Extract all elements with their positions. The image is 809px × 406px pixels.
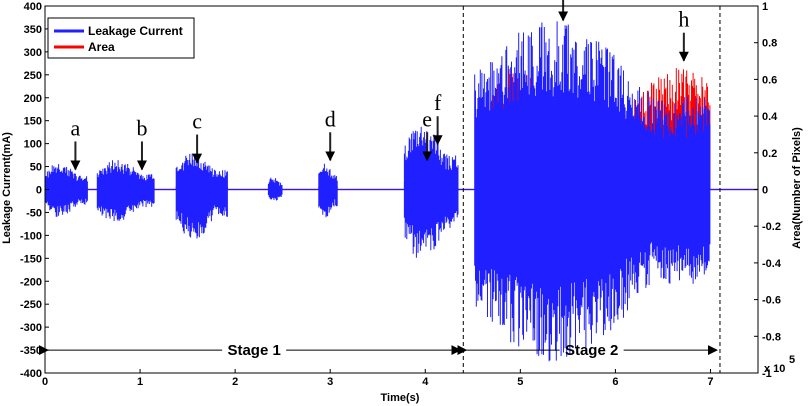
annotation-label-e: e	[422, 106, 432, 131]
y-left-tick-label-14: -300	[20, 322, 42, 334]
annotation-label-c: c	[192, 109, 202, 134]
current-burst-5	[403, 126, 459, 258]
x-axis-title: Time(s)	[381, 392, 420, 404]
y-left-tick-label-10: -100	[20, 230, 42, 242]
x-tick-label-6: 6	[612, 376, 618, 388]
stage-label-0: Stage 1	[227, 342, 280, 359]
current-burst-4	[318, 163, 338, 218]
current-burst-2	[175, 153, 228, 239]
y-left-tick-label-1: 350	[24, 24, 42, 36]
x-tick-label-7: 7	[707, 376, 713, 388]
right-axis-multiplier: x 10	[764, 363, 785, 375]
y-right-tick-label-8: -0.6	[762, 295, 781, 307]
current-burst-3	[267, 177, 283, 201]
y-left-tick-label-0: 400	[24, 1, 42, 13]
y-left-tick-label-7: 50	[30, 162, 42, 174]
y-right-tick-label-0: 1	[762, 1, 768, 13]
y-right-tick-label-7: -0.4	[762, 258, 782, 270]
x-tick-label-2: 2	[232, 376, 238, 388]
x-tick-label-1: 1	[137, 376, 143, 388]
y-right-tick-label-4: 0.2	[762, 148, 777, 160]
annotation-label-f: f	[434, 90, 442, 115]
x-tick-label-3: 3	[327, 376, 333, 388]
y-left-tick-label-16: -400	[20, 368, 42, 380]
y-left-tick-label-9: -50	[26, 207, 42, 219]
y-left-tick-label-6: 100	[24, 139, 42, 151]
annotation-label-b: b	[136, 115, 147, 140]
current-burst-6	[474, 21, 711, 362]
y-left-tick-label-4: 200	[24, 93, 42, 105]
x-tick-label-4: 4	[422, 376, 429, 388]
y-left-tick-label-13: -250	[20, 299, 42, 311]
right-axis-exponent: 5	[789, 354, 795, 366]
y-axis-right-title: Area(Number of Pixels)	[791, 127, 803, 249]
y-left-tick-label-2: 300	[24, 47, 42, 59]
annotation-label-a: a	[71, 115, 81, 140]
y-right-tick-label-1: 0.8	[762, 38, 777, 50]
annotation-label-h: h	[678, 7, 689, 32]
y-right-tick-label-6: -0.2	[762, 221, 781, 233]
legend-label-area: Area	[88, 40, 115, 54]
legend: Leakage Current Area	[47, 17, 195, 59]
y-left-tick-label-8: 0	[36, 185, 42, 197]
y-axis-left-title: Leakage Current(mA)	[1, 132, 13, 244]
y-right-tick-label-3: 0.4	[762, 111, 778, 123]
stage-label-1: Stage 2	[565, 342, 618, 359]
y-right-tick-label-10: -1	[762, 368, 772, 380]
y-left-tick-label-11: -150	[20, 253, 42, 265]
y-right-tick-label-5: 0	[762, 185, 768, 197]
current-burst-1	[96, 160, 155, 221]
x-tick-label-5: 5	[517, 376, 523, 388]
y-left-tick-label-3: 250	[24, 70, 42, 82]
legend-box	[47, 17, 195, 59]
x-tick-label-0: 0	[42, 376, 48, 388]
y-left-tick-label-5: 150	[24, 116, 42, 128]
legend-label-leakage-current: Leakage Current	[88, 24, 183, 38]
y-right-tick-label-9: -0.8	[762, 331, 781, 343]
annotation-label-d: d	[325, 106, 336, 131]
y-left-tick-label-12: -200	[20, 276, 42, 288]
y-left-tick-label-15: -350	[20, 345, 42, 357]
y-right-tick-label-2: 0.6	[762, 74, 777, 86]
